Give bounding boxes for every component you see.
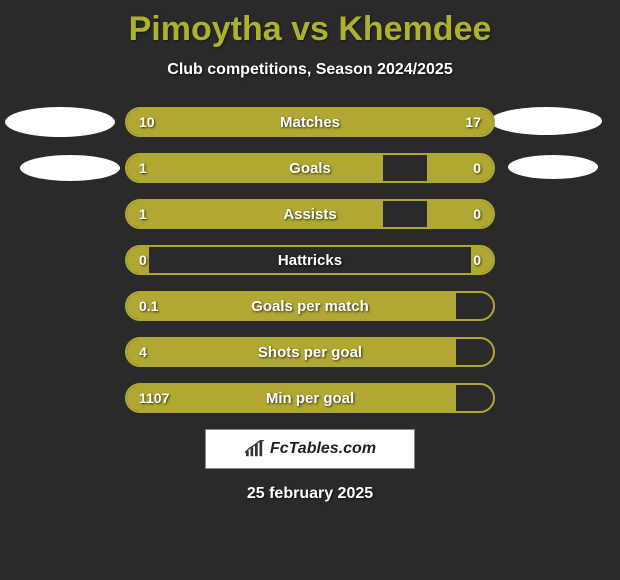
date-text: 25 february 2025 [0, 485, 620, 503]
stat-label: Matches [127, 109, 493, 135]
stats-area: 1017Matches 10Goals 10Assists 00Hattricks 0.… [0, 107, 620, 413]
stat-row: 10Assists [125, 199, 495, 229]
player-ellipse-3 [508, 155, 598, 179]
chart-icon [244, 440, 266, 458]
player-ellipse-2 [490, 107, 602, 135]
attribution-badge: FcTables.com [205, 429, 415, 469]
player-ellipse-1 [20, 155, 120, 181]
player-ellipse-0 [5, 107, 115, 137]
attribution-text: FcTables.com [270, 440, 376, 458]
stat-row: 00Hattricks [125, 245, 495, 275]
stat-row: 0.1Goals per match [125, 291, 495, 321]
stat-row: 1017Matches [125, 107, 495, 137]
stat-label: Assists [127, 201, 493, 227]
stat-row: 10Goals [125, 153, 495, 183]
stat-label: Goals [127, 155, 493, 181]
stat-label: Shots per goal [127, 339, 493, 365]
page-title: Pimoytha vs Khemdee [0, 0, 620, 49]
stat-label: Min per goal [127, 385, 493, 411]
subtitle: Club competitions, Season 2024/2025 [0, 61, 620, 79]
stat-row: 1107Min per goal [125, 383, 495, 413]
stat-label: Goals per match [127, 293, 493, 319]
stat-row: 4Shots per goal [125, 337, 495, 367]
stat-label: Hattricks [127, 247, 493, 273]
